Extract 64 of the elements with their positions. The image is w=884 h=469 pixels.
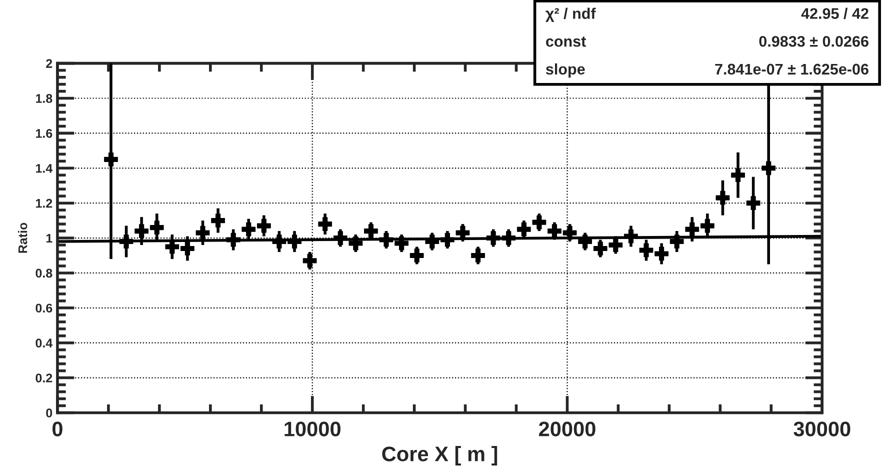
point: [562, 226, 577, 240]
annotation: slope: [546, 63, 585, 78]
point: [746, 196, 760, 210]
point: [119, 234, 134, 248]
point: [364, 224, 378, 238]
point: [731, 168, 745, 182]
text: 42.95 / 42: [801, 8, 868, 20]
point: [440, 232, 454, 247]
text: 0.9833 ± 0.0266: [759, 36, 868, 47]
point: [670, 234, 684, 248]
point: [716, 190, 730, 205]
point: [471, 248, 485, 262]
point: [410, 248, 424, 262]
point: [196, 226, 210, 240]
point: [318, 217, 332, 231]
y-tick-label: 0.2: [36, 374, 52, 382]
y-tick-label: 1.2: [36, 198, 52, 208]
x-axis-title: Core X [ m ]: [382, 446, 498, 466]
point: [532, 215, 546, 230]
point: [302, 254, 317, 268]
point: [288, 234, 302, 248]
point: [639, 243, 654, 258]
point: [516, 222, 531, 236]
annotation: 7.841e-07 ± 1.625e-06: [715, 64, 868, 75]
point: [272, 234, 286, 248]
point: [608, 238, 623, 252]
x-tick-label: 10000: [284, 422, 340, 436]
point: [348, 236, 363, 250]
point: [394, 236, 408, 250]
point: [256, 218, 271, 233]
text: χ² / ndf: [546, 8, 596, 22]
point: [211, 214, 225, 228]
point: [548, 224, 562, 238]
y-tick-label: 1: [46, 234, 52, 243]
y-tick-label: 0.8: [36, 268, 52, 278]
y-tick-label: 0.6: [36, 304, 52, 313]
point: [685, 222, 700, 236]
point: [425, 234, 440, 248]
y-axis-title: Ratio: [18, 222, 28, 253]
point: [593, 242, 608, 256]
point: [150, 220, 164, 234]
point: [180, 242, 194, 256]
point: [134, 224, 149, 238]
point: [762, 161, 776, 176]
point: [333, 231, 348, 245]
point: [700, 218, 714, 233]
y-tick-label: 0: [46, 408, 52, 418]
x-tick-label: 30000: [794, 422, 850, 436]
y-tick-label: 1.4: [36, 164, 53, 173]
point: [486, 231, 500, 245]
y-tick-label: 1.6: [36, 128, 52, 138]
point: [242, 222, 256, 236]
point: [104, 152, 118, 166]
point: [226, 232, 240, 247]
point: [502, 231, 516, 245]
point: [578, 234, 592, 248]
y-tick-label: 2: [46, 59, 52, 68]
point: [654, 246, 668, 261]
point: [624, 229, 638, 244]
x-tick-label: 20000: [538, 422, 596, 436]
point: [379, 232, 394, 247]
y-tick-label: 0.4: [36, 338, 53, 348]
text: const: [546, 36, 586, 47]
y-tick-label: 1.8: [36, 94, 52, 103]
